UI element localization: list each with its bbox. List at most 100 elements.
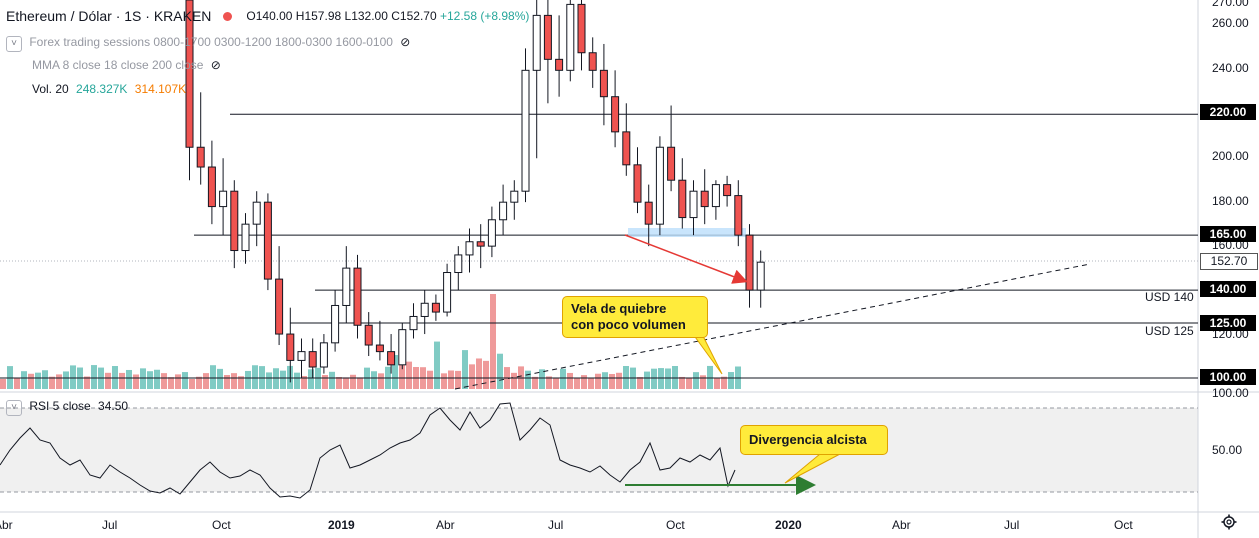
volume-bar	[56, 374, 62, 389]
candle-body	[342, 267, 351, 306]
volume-bar	[266, 372, 272, 389]
volume-bar	[686, 378, 692, 389]
volume-bar	[70, 365, 76, 389]
price-tag-100: 100.00	[1200, 369, 1256, 385]
volume-bar	[378, 373, 384, 389]
eye-hidden-icon[interactable]: ⊘	[400, 35, 411, 49]
volume-bar	[189, 378, 195, 389]
volume-bar	[63, 371, 69, 389]
candle-body	[711, 184, 720, 208]
volume-bar	[343, 377, 349, 389]
gear-icon[interactable]	[1221, 514, 1237, 530]
candle-body	[252, 201, 261, 225]
candle-body	[319, 342, 328, 368]
volume-bar	[707, 365, 713, 389]
candle-body	[532, 14, 541, 71]
candle-body	[510, 190, 519, 203]
volume-bar	[539, 369, 545, 389]
volume-bar	[301, 375, 307, 389]
volume-bar	[574, 377, 580, 389]
volume-bar	[476, 358, 482, 389]
candle-body	[487, 219, 496, 247]
candle-body	[745, 234, 754, 291]
volume-bar	[637, 377, 643, 389]
volume-bar	[14, 378, 20, 389]
candle-body	[588, 52, 597, 71]
mma-legend[interactable]: MMA 8 close 18 close 200 close ⊘	[32, 55, 225, 75]
symbol-title[interactable]: Ethereum / Dólar · 1S · KRAKEN	[6, 8, 212, 24]
volume-bar	[273, 368, 279, 389]
price-tick: 180.00	[1212, 194, 1249, 208]
volume-bar	[280, 370, 286, 389]
volume-bar	[252, 365, 258, 389]
eye-hidden-icon[interactable]: ⊘	[210, 58, 221, 72]
volume-bar	[644, 371, 650, 389]
vela-callout[interactable]: Vela de quiebre con poco volumen	[562, 296, 708, 338]
volume-bar	[28, 373, 34, 389]
candle-body	[555, 58, 564, 71]
volume-bar	[210, 365, 216, 389]
volume-bar	[217, 368, 223, 389]
volume-bar	[497, 353, 503, 389]
volume-bar	[616, 372, 622, 389]
volume-bar	[434, 341, 440, 389]
time-tick: Jul	[102, 518, 118, 532]
volume-bar	[329, 371, 335, 389]
volume-bar	[224, 375, 230, 389]
price-tag-125: 125.00	[1200, 315, 1256, 331]
collapse-chevron-icon[interactable]: ˅	[6, 400, 22, 416]
candle-body	[331, 304, 340, 344]
candle-body	[678, 179, 687, 219]
divergencia-callout[interactable]: Divergencia alcista	[740, 425, 888, 455]
volume-bar	[609, 373, 615, 389]
time-tick: Abr	[892, 518, 911, 532]
volume-bar	[525, 370, 531, 389]
volume-bar	[105, 372, 111, 389]
volume-bar	[721, 376, 727, 389]
volume-bar	[119, 372, 125, 389]
candle-body	[454, 254, 463, 274]
volume-bar	[91, 365, 97, 389]
volume-bar	[140, 368, 146, 389]
volume-bar	[350, 374, 356, 389]
volume-bar	[469, 364, 475, 389]
mma-label: MMA 8 close 18 close 200 close	[32, 58, 204, 72]
volume-bar	[700, 375, 706, 389]
candle-body	[756, 261, 765, 291]
candle-body	[734, 195, 743, 236]
volume-bar	[588, 377, 594, 389]
volume-bar	[182, 372, 188, 389]
ohlc-change: +12.58 (+8.98%)	[439, 9, 530, 23]
candle-body	[275, 278, 284, 335]
sessions-label: Forex trading sessions 0800-1700 0300-12…	[29, 35, 393, 49]
volume-bar	[294, 372, 300, 389]
volume-bar	[0, 379, 6, 389]
ohlc-high: H157.98	[295, 9, 342, 23]
horizontal-levels	[0, 113, 1198, 379]
candle-body	[622, 131, 631, 166]
candle-body	[409, 315, 418, 331]
candle-body	[543, 14, 552, 60]
time-tick: Jul	[1004, 518, 1020, 532]
volume-bar	[399, 365, 405, 389]
price-tag-140: 140.00	[1200, 281, 1256, 297]
rsi-value: 34.50	[98, 399, 129, 413]
collapse-chevron-icon[interactable]: ˅	[6, 36, 22, 52]
candle-body	[398, 329, 407, 366]
time-tick: Oct	[212, 518, 231, 532]
sessions-legend[interactable]: ˅ Forex trading sessions 0800-1700 0300-…	[6, 32, 414, 52]
candle-body	[465, 241, 474, 256]
candle-body	[521, 69, 530, 192]
rsi-label: RSI 5 close	[29, 399, 91, 413]
candle-body	[375, 344, 384, 353]
volume-bar	[511, 372, 517, 389]
candle-body	[207, 166, 216, 208]
volume-bar	[84, 376, 90, 389]
volume-legend[interactable]: Vol. 20 248.327K 314.107K	[32, 79, 190, 99]
volume-bar	[567, 372, 573, 389]
volume-bar	[441, 373, 447, 389]
candle-body	[263, 201, 272, 280]
candle-body	[308, 351, 317, 368]
price-tick: 240.00	[1212, 61, 1249, 75]
rsi-legend[interactable]: ˅ RSI 5 close 34.50	[6, 396, 132, 416]
